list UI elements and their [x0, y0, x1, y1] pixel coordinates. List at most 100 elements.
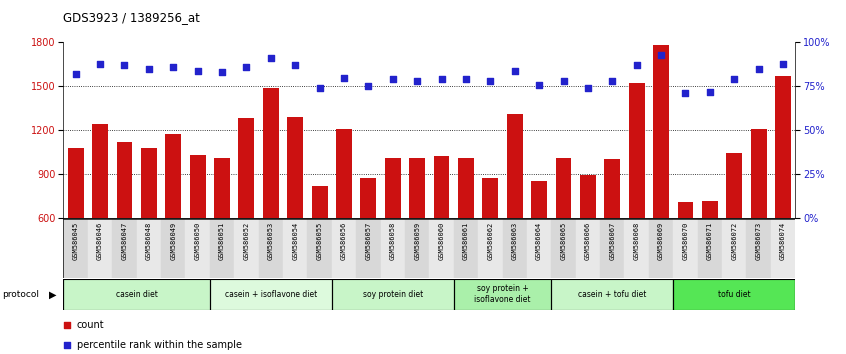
Bar [381, 219, 405, 278]
Point [654, 52, 667, 58]
Bar [332, 279, 453, 310]
Text: casein + tofu diet: casein + tofu diet [578, 290, 646, 299]
Text: GSM586059: GSM586059 [415, 222, 420, 260]
Bar [527, 219, 552, 278]
Bar [503, 219, 527, 278]
Bar [507, 114, 523, 305]
Bar [624, 219, 649, 278]
Text: protocol: protocol [2, 290, 39, 299]
Bar [552, 279, 673, 310]
Bar [336, 129, 352, 305]
Point [361, 84, 375, 89]
Bar [673, 279, 795, 310]
Text: GSM586062: GSM586062 [487, 222, 493, 260]
Text: casein + isoflavone diet: casein + isoflavone diet [225, 290, 317, 299]
Bar [385, 158, 401, 305]
Bar [727, 154, 742, 305]
Text: GDS3923 / 1389256_at: GDS3923 / 1389256_at [63, 11, 201, 24]
Bar [604, 159, 620, 305]
Text: GSM586071: GSM586071 [707, 222, 713, 260]
Bar [332, 219, 356, 278]
Text: GSM586073: GSM586073 [755, 222, 761, 260]
Bar [136, 219, 161, 278]
Bar [263, 88, 278, 305]
Bar [214, 158, 230, 305]
Bar [311, 185, 327, 305]
Bar [575, 219, 600, 278]
Bar [307, 219, 332, 278]
Point [215, 69, 228, 75]
Bar [531, 181, 547, 305]
Bar [482, 178, 498, 305]
Point [338, 75, 351, 80]
Text: GSM586047: GSM586047 [122, 222, 128, 260]
Point [728, 76, 741, 82]
Text: soy protein +
isoflavone diet: soy protein + isoflavone diet [475, 285, 530, 304]
Point [532, 82, 546, 87]
Point [142, 66, 156, 72]
Text: GSM586064: GSM586064 [536, 222, 542, 260]
Text: casein diet: casein diet [116, 290, 157, 299]
Text: GSM586056: GSM586056 [341, 222, 347, 260]
Point [459, 76, 473, 82]
Bar [234, 219, 259, 278]
Point [508, 68, 521, 73]
Point [630, 62, 644, 68]
Bar [113, 219, 136, 278]
Text: GSM586067: GSM586067 [609, 222, 615, 260]
Point [557, 78, 570, 84]
Point [435, 76, 448, 82]
Text: percentile rank within the sample: percentile rank within the sample [77, 340, 242, 350]
Point [264, 56, 277, 61]
Bar [210, 219, 234, 278]
Bar [649, 219, 673, 278]
Text: GSM586066: GSM586066 [585, 222, 591, 260]
Bar [190, 155, 206, 305]
Text: GSM586045: GSM586045 [73, 222, 79, 260]
Bar [117, 142, 132, 305]
Bar [434, 156, 449, 305]
Bar [600, 219, 624, 278]
Bar [405, 219, 429, 278]
Bar [722, 219, 746, 278]
Bar [702, 201, 717, 305]
Point [69, 71, 82, 77]
Text: GSM586053: GSM586053 [268, 222, 274, 260]
Point [678, 91, 692, 96]
Bar [288, 117, 303, 305]
Text: GSM586063: GSM586063 [512, 222, 518, 260]
Bar [92, 124, 108, 305]
Bar [429, 219, 453, 278]
Text: GSM586070: GSM586070 [683, 222, 689, 260]
Point [239, 64, 253, 70]
Text: GSM586048: GSM586048 [146, 222, 151, 260]
Bar [356, 219, 381, 278]
Point [118, 62, 131, 68]
Bar [771, 219, 795, 278]
Bar [478, 219, 503, 278]
Bar [185, 219, 210, 278]
Text: count: count [77, 320, 104, 330]
Text: GSM586057: GSM586057 [365, 222, 371, 260]
Bar [210, 279, 332, 310]
Bar [698, 219, 722, 278]
Point [484, 78, 497, 84]
Text: GSM586049: GSM586049 [170, 222, 176, 260]
Bar [161, 219, 185, 278]
Bar [141, 148, 157, 305]
Bar [629, 84, 645, 305]
Bar [68, 148, 84, 305]
Text: soy protein diet: soy protein diet [363, 290, 423, 299]
Text: GSM586074: GSM586074 [780, 222, 786, 260]
Point [752, 66, 766, 72]
Bar [458, 158, 474, 305]
Point [777, 61, 790, 66]
Bar [283, 219, 307, 278]
Bar [360, 178, 376, 305]
Point [313, 85, 327, 91]
Bar [746, 219, 771, 278]
Bar [653, 45, 669, 305]
Text: GSM586055: GSM586055 [316, 222, 322, 260]
Bar [678, 202, 694, 305]
Text: GSM586065: GSM586065 [561, 222, 567, 260]
